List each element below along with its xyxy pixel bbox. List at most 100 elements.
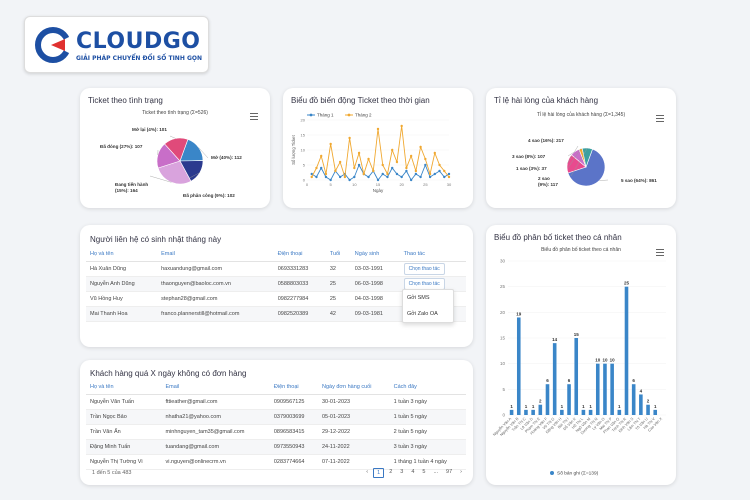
column-header[interactable]: Tuổi [325,247,351,262]
legend-label[interactable]: Tháng 1 [317,113,334,118]
bar[interactable] [588,409,593,415]
data-point[interactable] [414,169,418,173]
data-point[interactable] [353,166,356,170]
column-header[interactable]: Thao tác [399,247,466,262]
data-point[interactable] [357,163,361,167]
data-point[interactable] [443,169,446,173]
dropdown-item-sms[interactable]: Gởi SMS [407,295,430,301]
data-point[interactable] [391,148,394,152]
data-point[interactable] [424,157,427,161]
legend-label[interactable]: Tháng 2 [355,113,372,118]
data-point[interactable] [391,166,394,170]
legend-label[interactable]: Số bản ghi (Σ=139) [557,471,599,477]
data-point[interactable] [348,136,351,140]
bar[interactable] [567,384,571,415]
pagination-item[interactable]: 4 [411,469,415,475]
data-point[interactable] [419,175,422,179]
bar[interactable] [631,384,636,415]
data-point[interactable] [381,163,384,167]
data-point[interactable] [310,172,313,176]
pagination-item[interactable]: 2 [389,469,393,475]
data-point[interactable] [443,175,446,179]
data-point[interactable] [447,172,451,176]
bar[interactable] [653,409,658,415]
bar[interactable] [516,317,521,415]
data-point[interactable] [419,145,422,149]
data-point[interactable] [433,151,436,155]
data-point[interactable] [395,172,399,176]
data-point[interactable] [367,175,370,179]
column-header[interactable]: Điện thoại [269,380,318,395]
column-header[interactable]: Họ và tên [86,380,162,395]
column-header[interactable]: Họ và tên [86,247,158,262]
data-point[interactable] [324,175,328,179]
column-header[interactable]: Ngày đơn hàng cuối [317,380,390,395]
data-point[interactable] [405,169,408,173]
chart-menu-icon[interactable] [656,249,664,256]
data-point[interactable] [324,172,328,176]
data-point[interactable] [405,166,408,170]
column-header[interactable]: Email [157,247,274,262]
column-header[interactable]: Điện thoại [273,247,326,262]
data-point[interactable] [357,151,361,155]
bar[interactable] [624,286,629,415]
data-point[interactable] [320,166,323,170]
bar[interactable] [545,384,550,415]
data-point[interactable] [338,175,342,179]
bar[interactable] [560,409,564,415]
data-point[interactable] [334,169,337,173]
pagination-item[interactable]: 3 [400,469,404,475]
data-point[interactable] [400,124,403,128]
data-point[interactable] [310,175,313,179]
data-point[interactable] [320,154,323,158]
chart-menu-icon[interactable] [250,113,258,120]
data-point[interactable] [367,157,370,161]
bar[interactable] [509,409,514,415]
bar[interactable] [603,363,607,415]
data-point[interactable] [428,172,432,176]
bar[interactable] [581,409,586,415]
data-point[interactable] [315,166,318,170]
bar[interactable] [552,343,557,415]
bar[interactable] [610,363,614,415]
data-point[interactable] [338,160,342,164]
data-point[interactable] [348,178,351,182]
column-header[interactable]: Cách đây [389,380,466,395]
pagination-item[interactable]: ... [433,469,439,475]
data-point[interactable] [376,178,380,182]
dropdown-item-zalo[interactable]: Gởi Zalo OA [407,311,438,317]
bar[interactable] [595,363,600,415]
bar[interactable] [531,409,535,415]
data-point[interactable] [400,175,403,179]
data-point[interactable] [372,169,375,173]
bar[interactable] [617,409,622,415]
data-point[interactable] [409,154,413,158]
bar[interactable] [574,338,579,415]
data-point[interactable] [381,172,384,176]
data-point[interactable] [343,175,347,179]
data-point[interactable] [433,172,436,176]
data-point[interactable] [414,172,418,176]
action-select-button[interactable]: Chọn thao tác [403,263,445,275]
data-point[interactable] [409,178,413,182]
data-point[interactable] [438,163,441,167]
data-point[interactable] [315,175,318,179]
pagination-item[interactable]: 5 [422,469,426,475]
pie-slice[interactable] [164,137,189,162]
data-point[interactable] [395,160,399,164]
data-point[interactable] [329,178,332,182]
data-point[interactable] [386,172,389,176]
pagination-item[interactable]: 1 [373,468,385,478]
column-header[interactable]: Ngày sinh [350,247,400,262]
pagination-item[interactable]: › [460,469,462,475]
bar[interactable] [639,394,643,415]
data-point[interactable] [386,175,389,179]
data-point[interactable] [447,175,451,179]
pagination-item[interactable]: ‹ [366,469,369,475]
column-header[interactable]: Email [161,380,270,395]
data-point[interactable] [428,175,432,179]
bar[interactable] [524,409,528,415]
data-point[interactable] [376,127,380,131]
pie-slice[interactable] [157,160,192,185]
chart-menu-icon[interactable] [656,115,664,122]
